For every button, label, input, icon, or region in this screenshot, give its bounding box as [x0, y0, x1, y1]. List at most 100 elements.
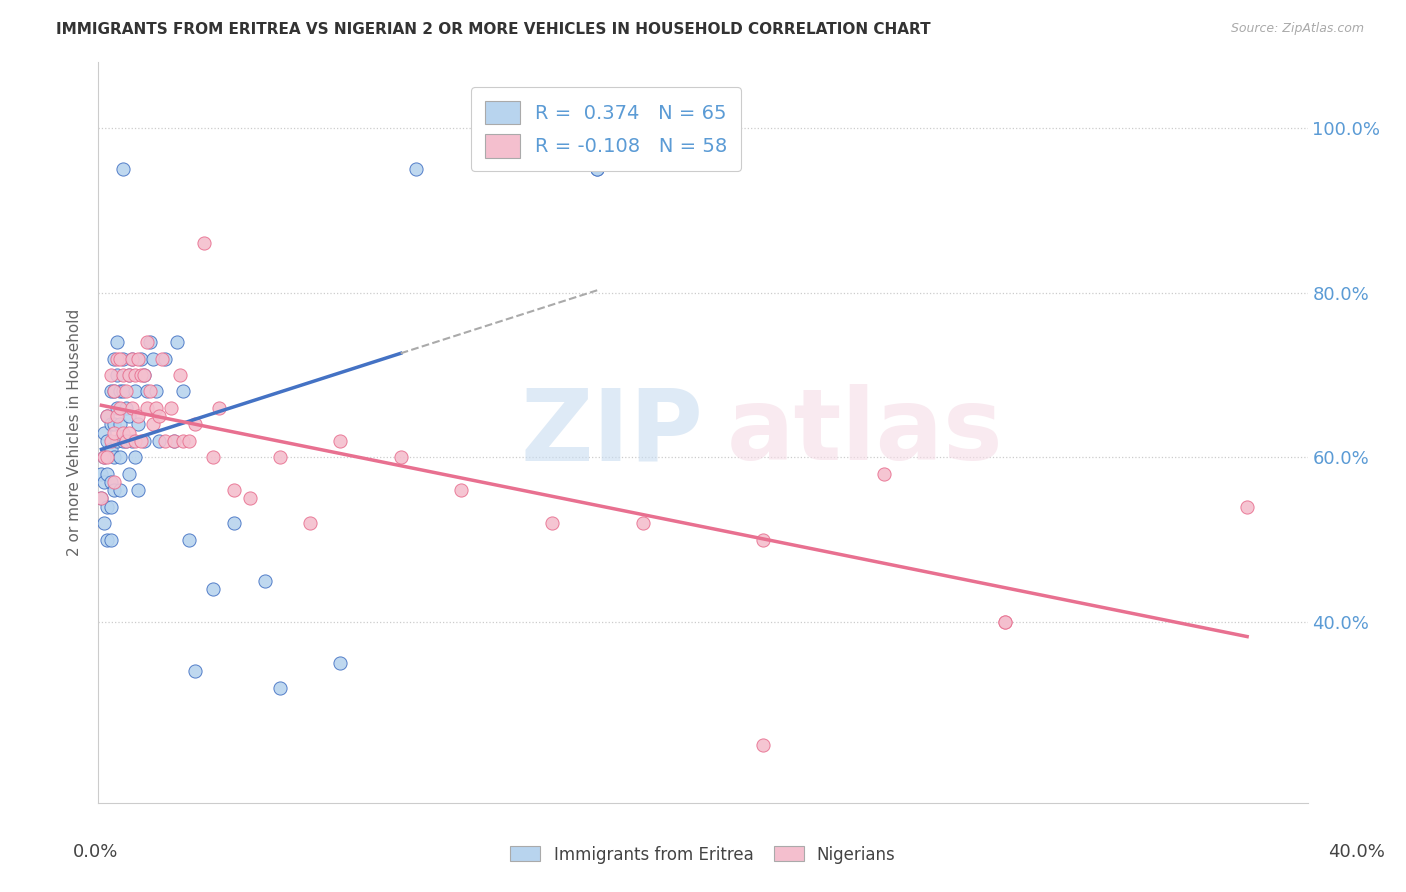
Point	[142, 351, 165, 366]
Point	[111, 434, 134, 448]
Point	[96, 467, 118, 481]
Point	[142, 417, 165, 432]
Point	[135, 335, 157, 350]
Point	[153, 351, 176, 366]
Point	[127, 417, 149, 432]
Point	[105, 368, 128, 382]
Point	[389, 450, 412, 465]
Text: 40.0%: 40.0%	[1329, 843, 1385, 861]
Point	[114, 384, 136, 399]
Point	[153, 434, 176, 448]
Point	[132, 368, 155, 382]
Point	[93, 450, 115, 465]
Point	[90, 491, 112, 506]
Point	[1236, 500, 1258, 514]
Point	[96, 409, 118, 424]
Point	[100, 533, 122, 547]
Point	[93, 425, 115, 440]
Point	[114, 401, 136, 415]
Point	[299, 516, 322, 530]
Point	[121, 351, 143, 366]
Point	[329, 656, 352, 670]
Point	[179, 434, 201, 448]
Text: atlas: atlas	[727, 384, 1004, 481]
Point	[103, 417, 125, 432]
Point	[139, 335, 162, 350]
Point	[108, 450, 131, 465]
Point	[103, 483, 125, 498]
Point	[93, 450, 115, 465]
Point	[108, 483, 131, 498]
Point	[540, 516, 562, 530]
Y-axis label: 2 or more Vehicles in Household: 2 or more Vehicles in Household	[67, 309, 83, 557]
Point	[100, 417, 122, 432]
Point	[127, 409, 149, 424]
Point	[105, 434, 128, 448]
Point	[172, 384, 194, 399]
Text: ZIP: ZIP	[520, 384, 703, 481]
Point	[994, 615, 1017, 629]
Point	[100, 442, 122, 456]
Point	[108, 401, 131, 415]
Point	[96, 450, 118, 465]
Point	[169, 368, 191, 382]
Point	[994, 615, 1017, 629]
Point	[202, 582, 225, 596]
Point	[105, 401, 128, 415]
Point	[184, 417, 207, 432]
Point	[239, 491, 262, 506]
Point	[135, 384, 157, 399]
Point	[163, 434, 186, 448]
Point	[163, 434, 186, 448]
Point	[124, 450, 146, 465]
Point	[752, 533, 775, 547]
Legend: Immigrants from Eritrea, Nigerians: Immigrants from Eritrea, Nigerians	[503, 839, 903, 871]
Point	[108, 384, 131, 399]
Point	[108, 351, 131, 366]
Point	[269, 450, 291, 465]
Point	[121, 401, 143, 415]
Point	[105, 409, 128, 424]
Point	[129, 434, 152, 448]
Point	[253, 574, 276, 588]
Point	[179, 533, 201, 547]
Point	[103, 384, 125, 399]
Point	[103, 351, 125, 366]
Point	[405, 162, 427, 177]
Point	[129, 351, 152, 366]
Point	[148, 434, 170, 448]
Point	[100, 500, 122, 514]
Point	[224, 483, 246, 498]
Point	[129, 368, 152, 382]
Point	[111, 425, 134, 440]
Point	[108, 417, 131, 432]
Point	[127, 483, 149, 498]
Point	[103, 450, 125, 465]
Point	[124, 384, 146, 399]
Point	[100, 368, 122, 382]
Point	[145, 384, 167, 399]
Point	[103, 475, 125, 489]
Point	[111, 162, 134, 177]
Point	[96, 500, 118, 514]
Point	[873, 467, 896, 481]
Point	[114, 434, 136, 448]
Point	[269, 681, 291, 695]
Point	[118, 368, 141, 382]
Point	[103, 425, 125, 440]
Point	[111, 384, 134, 399]
Point	[121, 434, 143, 448]
Point	[166, 335, 188, 350]
Point	[93, 475, 115, 489]
Point	[139, 384, 162, 399]
Point	[135, 401, 157, 415]
Point	[100, 384, 122, 399]
Point	[100, 475, 122, 489]
Point	[118, 409, 141, 424]
Point	[145, 401, 167, 415]
Point	[105, 351, 128, 366]
Point	[105, 335, 128, 350]
Point	[160, 401, 183, 415]
Point	[93, 516, 115, 530]
Point	[172, 434, 194, 448]
